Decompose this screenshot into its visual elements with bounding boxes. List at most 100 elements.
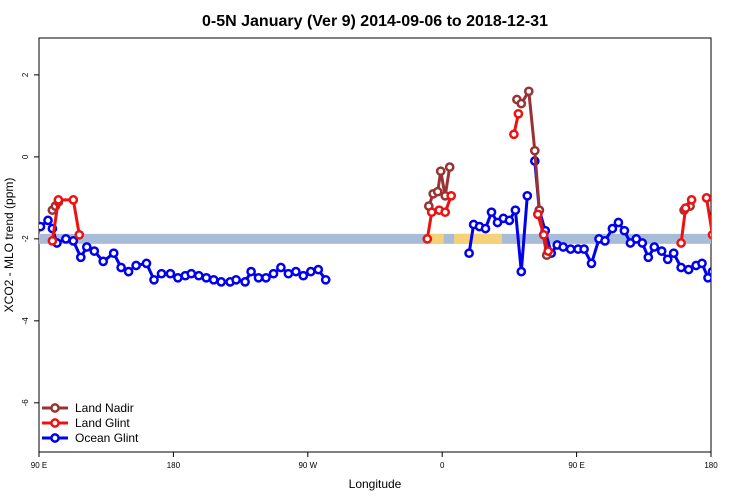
legend-label: Land Nadir [75,401,134,415]
data-point [676,238,686,248]
data-point [156,268,167,279]
data-point [89,246,100,256]
data-point [193,270,204,281]
data-point [74,229,85,240]
data-point [39,221,46,232]
y-tick-label: 2 [21,72,30,77]
data-point [440,207,451,218]
data-point [522,190,533,201]
data-point [131,260,141,271]
series-land-glint [47,108,711,256]
band-segment [39,233,711,244]
y-tick-label: -6 [21,399,30,407]
legend-marker [50,433,60,443]
y-axis: 2 0 -2 -4 -6 [21,72,39,406]
data-point [149,274,159,285]
data-point [716,268,723,275]
data-point [240,277,250,287]
data-point [480,223,491,234]
data-point [558,242,569,252]
data-point [231,274,241,285]
x-axis: 90 E 180 90 W 0 90 E 180 [31,452,718,470]
data-point [216,277,227,287]
series-line [50,198,81,242]
data-point [201,272,212,283]
data-point [543,246,554,256]
data-point [283,268,294,279]
chart-title: 0-5N January (Ver 9) 2014-09-06 to 2018-… [202,13,548,30]
series-line [705,197,711,235]
data-point [68,236,79,246]
data-point [298,270,309,281]
plot-frame [38,37,712,453]
data-point [165,268,176,279]
data-point [435,166,446,177]
x-tick-label: 90 E [568,461,584,470]
data-point [47,236,58,246]
data-point [444,162,455,172]
data-point [81,242,92,252]
data-point [565,244,576,254]
legend-item: Land Glint [42,416,130,430]
data-point [707,267,711,277]
data-point [268,268,279,279]
data-point [253,272,264,283]
series-line [533,160,711,280]
data-point [509,129,519,140]
data-point [276,262,286,273]
data-point [141,258,152,269]
data-point [446,190,457,201]
legend-marker [50,403,60,413]
data-point [320,274,331,285]
band-highlight [425,233,444,244]
x-axis-label: Longitude [349,477,402,491]
data-point [649,242,660,252]
band-highlight [454,233,502,244]
data-point [600,236,610,246]
data-point [98,256,109,267]
data-point [680,203,691,213]
data-point [676,262,686,273]
data-point [422,234,433,244]
data-point [246,266,256,277]
data-point [523,86,534,97]
data-point [701,193,711,203]
data-point [291,266,301,277]
data-point [668,248,679,259]
x-tick-label: 180 [704,461,718,470]
data-point [123,266,134,277]
y-tick-label: -2 [21,235,30,243]
data-point [586,258,597,269]
legend-label: Land Glint [75,416,130,430]
data-point [186,268,197,279]
data-point [516,98,527,109]
data-point [504,215,515,226]
data-point [68,195,79,205]
data-point [579,244,589,254]
data-point [486,207,497,218]
data-point [432,186,443,197]
reference-band [39,233,711,244]
data-point [703,272,711,283]
data-point [538,229,549,240]
plot-area [38,37,723,453]
x-tick-label: 90 E [31,461,47,470]
series-land-nadir [47,86,695,261]
data-point [529,145,540,156]
data-point [208,274,219,285]
data-point [313,264,324,275]
series-ocean-glint [39,156,723,287]
data-point [637,238,648,248]
data-point [532,209,543,220]
data-point [707,230,711,240]
y-axis-label: XCO2 - MLO trend (ppm) [2,178,16,313]
legend-marker [50,418,60,428]
data-point [116,262,126,273]
x-tick-label: 0 [440,461,445,470]
data-point [61,234,71,244]
data-point [305,266,316,277]
data-point [619,225,630,236]
y-tick-label: -4 [21,317,30,325]
legend-item: Land Nadir [42,401,134,415]
